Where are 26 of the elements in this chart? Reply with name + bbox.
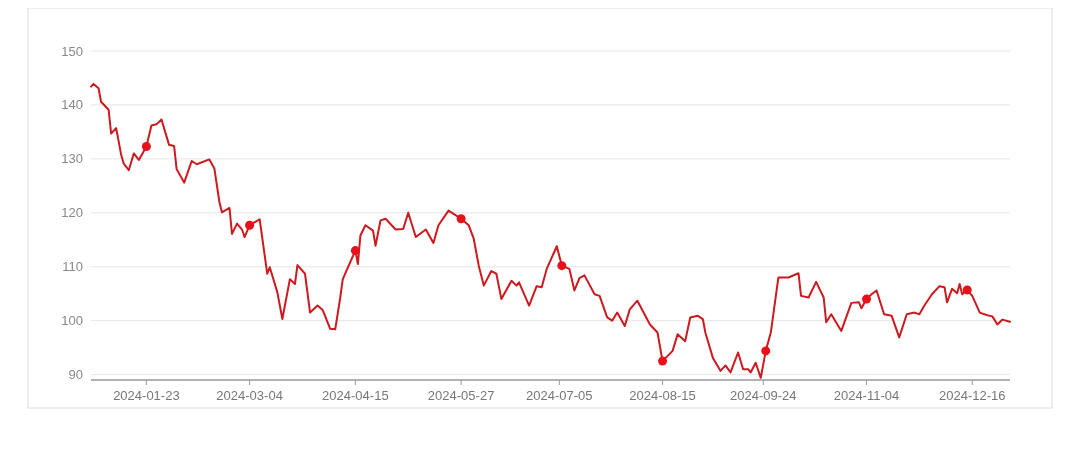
x-tick-label: 2024-05-27 bbox=[427, 388, 495, 403]
x-tick-label: 2024-12-16 bbox=[938, 388, 1006, 403]
point bbox=[962, 285, 972, 295]
point bbox=[141, 141, 151, 151]
x-tick-label: 2024-01-23 bbox=[113, 388, 180, 403]
y-tick-label: 150 bbox=[61, 43, 83, 59]
point bbox=[761, 346, 771, 356]
point bbox=[245, 220, 255, 230]
point bbox=[350, 246, 360, 256]
point bbox=[658, 356, 668, 366]
y-tick-label: 100 bbox=[61, 313, 83, 329]
x-tick-label: 2024-03-04 bbox=[216, 388, 283, 403]
line-series bbox=[90, 82, 1011, 379]
x-tick-label: 2024-08-15 bbox=[629, 388, 696, 403]
x-tick-label: 2024-11-04 bbox=[833, 388, 900, 403]
x-tick-label: 2024-04-15 bbox=[322, 388, 389, 403]
y-tick-label: 90 bbox=[68, 367, 83, 383]
point bbox=[557, 261, 567, 271]
x-tick-label: 2024-07-05 bbox=[526, 388, 593, 403]
y-tick-label: 140 bbox=[61, 97, 83, 113]
x-tick-label: 2024-09-24 bbox=[730, 388, 797, 403]
y-tick-label: 110 bbox=[62, 259, 83, 275]
y-tick-label: 120 bbox=[61, 205, 83, 221]
point bbox=[861, 294, 871, 304]
point bbox=[456, 214, 466, 224]
y-tick-label: 130 bbox=[61, 151, 83, 167]
